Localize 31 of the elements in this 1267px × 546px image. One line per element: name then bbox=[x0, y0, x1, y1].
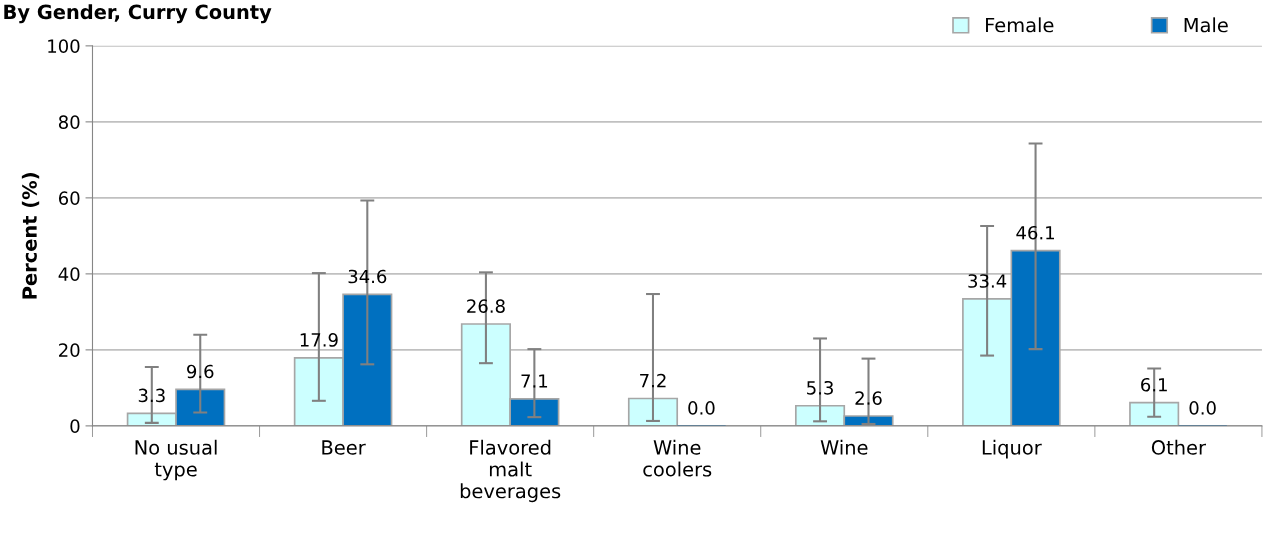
x-tick-label: Beer bbox=[322, 440, 366, 455]
legend-label: Female bbox=[986, 17, 1054, 33]
data-label: 5.3 bbox=[807, 380, 833, 395]
data-label: 34.6 bbox=[348, 269, 387, 284]
data-label: 7.1 bbox=[521, 374, 548, 388]
x-tick-label: Liquor bbox=[982, 439, 1042, 459]
y-tick-label: 80 bbox=[58, 115, 80, 129]
y-tick-label: 100 bbox=[48, 39, 80, 53]
legend-label: Male bbox=[1184, 17, 1228, 33]
data-label: 7.2 bbox=[640, 373, 666, 388]
y-tick-label: 60 bbox=[58, 191, 80, 205]
y-axis-title: Percent (%) bbox=[21, 173, 40, 299]
data-label: 46.1 bbox=[1016, 225, 1054, 240]
x-tick-label: Other bbox=[1151, 439, 1206, 455]
y-tick-label: 20 bbox=[59, 343, 80, 357]
x-tick-label: Flavored malt beverages bbox=[460, 439, 561, 503]
data-label: 26.8 bbox=[467, 299, 505, 313]
data-label: 17.9 bbox=[300, 333, 338, 347]
data-label: 0.0 bbox=[1189, 401, 1216, 415]
data-label: 9.6 bbox=[187, 364, 214, 379]
data-label: 2.6 bbox=[855, 391, 882, 405]
x-tick-label: Wine coolers bbox=[643, 439, 712, 477]
data-label: 0.0 bbox=[688, 401, 715, 415]
data-label: 3.3 bbox=[138, 388, 165, 403]
y-tick-label: 0 bbox=[70, 419, 80, 433]
y-tick-label: 40 bbox=[58, 267, 80, 281]
chart-title: By Gender, Curry County bbox=[4, 4, 272, 24]
data-label: 33.4 bbox=[968, 274, 1007, 288]
x-tick-label: No usual type bbox=[135, 439, 217, 481]
data-label: 6.1 bbox=[1141, 377, 1167, 392]
x-tick-label: Wine bbox=[820, 439, 868, 455]
